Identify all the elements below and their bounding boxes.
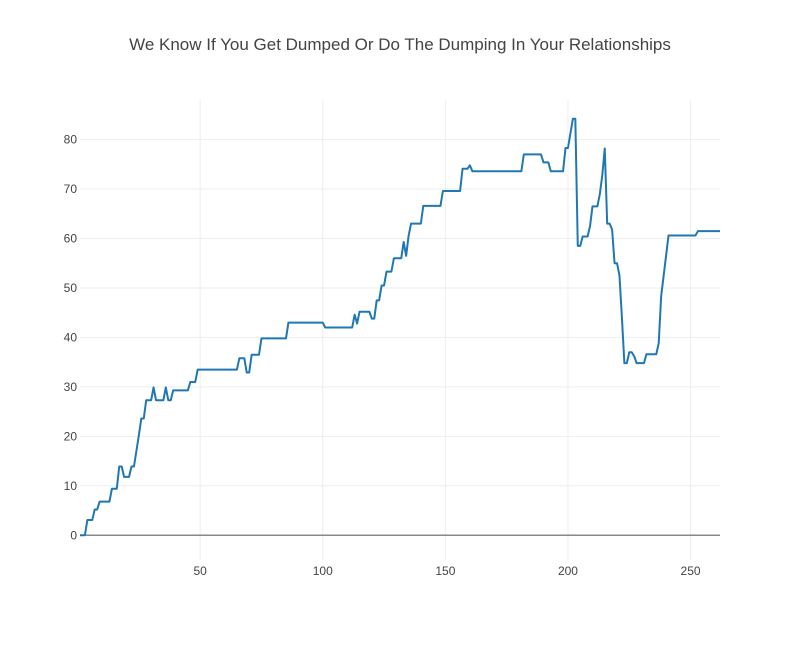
x-tick-label: 250: [681, 564, 701, 578]
x-tick-label: 150: [435, 564, 455, 578]
y-tick-label: 10: [64, 479, 78, 493]
y-tick-label: 60: [64, 231, 78, 245]
chart-title: We Know If You Get Dumped Or Do The Dump…: [129, 35, 671, 54]
y-tick-label: 0: [70, 528, 77, 542]
y-tick-label: 30: [64, 380, 78, 394]
y-tick-label: 20: [64, 429, 78, 443]
x-tick-label: 50: [193, 564, 207, 578]
series-line: [80, 117, 720, 537]
series-layer: [80, 117, 720, 537]
y-tick-label: 50: [64, 281, 78, 295]
y-tick-label: 40: [64, 330, 78, 344]
x-grid-lines: [199, 100, 692, 560]
x-tick-label: 100: [313, 564, 333, 578]
y-tick-label: 80: [64, 133, 78, 147]
y-axis-tick-labels: 0 10 20 30 40 50 60 70 80: [64, 133, 78, 543]
x-axis-tick-labels: 50 100 150 200 250: [193, 564, 700, 578]
y-grid-lines: [80, 139, 720, 487]
y-tick-label: 70: [64, 182, 78, 196]
x-tick-label: 200: [558, 564, 578, 578]
